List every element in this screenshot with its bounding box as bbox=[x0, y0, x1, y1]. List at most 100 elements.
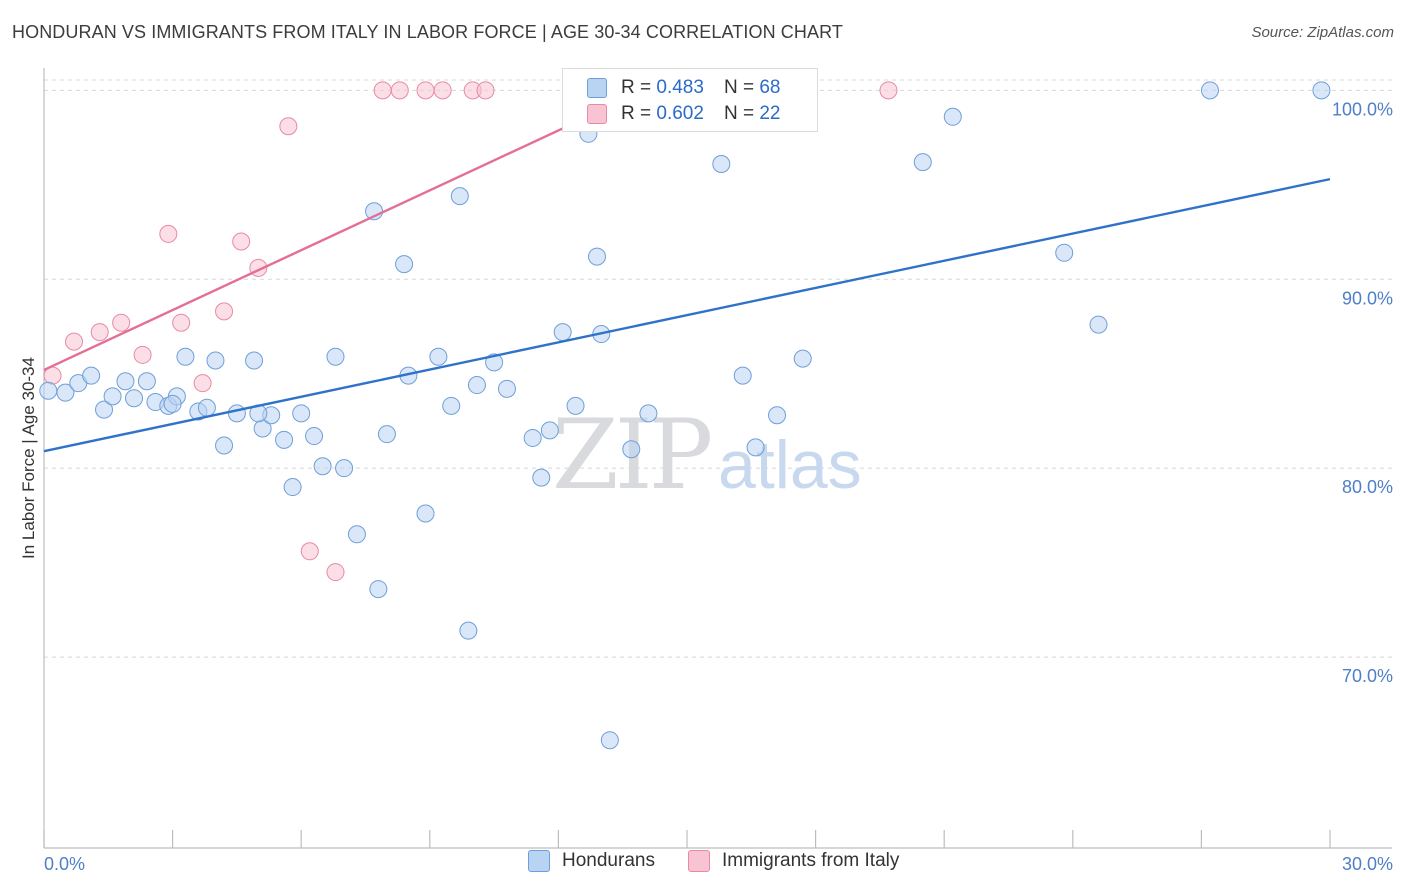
honduran-point bbox=[622, 440, 641, 459]
honduran-point bbox=[943, 107, 962, 126]
legend-r-label: R = bbox=[621, 103, 652, 124]
honduran-point bbox=[1089, 315, 1108, 334]
honduran-point bbox=[532, 468, 551, 487]
honduran-point bbox=[429, 347, 448, 366]
honduran-point bbox=[553, 323, 572, 342]
honduran-point bbox=[587, 247, 606, 266]
italy-point bbox=[476, 81, 495, 100]
series-italy-points bbox=[43, 81, 898, 582]
trend-line-hondurans bbox=[43, 177, 1331, 453]
honduran-point bbox=[459, 621, 478, 640]
legend-n-value: 22 bbox=[759, 103, 781, 124]
honduran-point bbox=[137, 372, 156, 391]
y-tick-label: 80.0% bbox=[1342, 477, 1393, 497]
legend-n-label: N = bbox=[723, 77, 755, 98]
honduran-point bbox=[245, 351, 264, 370]
italy-point bbox=[416, 81, 435, 100]
legend-r-label: R = bbox=[621, 77, 652, 98]
honduran-point bbox=[746, 438, 765, 457]
italy-point bbox=[879, 81, 898, 100]
honduran-point bbox=[369, 580, 388, 599]
y-tick-label: 100.0% bbox=[1332, 99, 1393, 119]
italy-point bbox=[133, 345, 152, 364]
honduran-point bbox=[416, 504, 435, 523]
italy-point bbox=[112, 313, 131, 332]
italy-point bbox=[433, 81, 452, 100]
honduran-point bbox=[485, 353, 504, 372]
y-tick-label: 70.0% bbox=[1342, 666, 1393, 686]
legend-swatch-italy bbox=[688, 850, 710, 872]
italy-point bbox=[65, 332, 84, 351]
honduran-point bbox=[566, 396, 585, 415]
legend-r-value: 0.483 bbox=[656, 77, 704, 98]
honduran-point bbox=[292, 404, 311, 423]
legend-n-value: 68 bbox=[759, 77, 781, 98]
source-credit: Source: ZipAtlas.com bbox=[1251, 24, 1394, 41]
y-axis-label: In Labor Force | Age 30-34 bbox=[19, 357, 38, 559]
honduran-point bbox=[1200, 81, 1219, 100]
honduran-point bbox=[283, 478, 302, 497]
honduran-point bbox=[313, 457, 332, 476]
honduran-point bbox=[215, 436, 234, 455]
honduran-point bbox=[163, 394, 182, 413]
honduran-point bbox=[540, 421, 559, 440]
honduran-point bbox=[197, 398, 216, 417]
italy-point bbox=[300, 542, 319, 561]
legend-swatch-hondurans bbox=[528, 850, 550, 872]
legend-row-hondurans: R = 0.483 N = 68 bbox=[587, 76, 780, 100]
italy-point bbox=[159, 224, 178, 243]
italy-point bbox=[326, 563, 345, 582]
series-legend: Hondurans Immigrants from Italy bbox=[0, 850, 1406, 878]
honduran-point bbox=[1312, 81, 1331, 100]
honduran-point bbox=[467, 376, 486, 395]
legend-n-label: N = bbox=[723, 103, 755, 124]
honduran-point bbox=[95, 400, 114, 419]
italy-point bbox=[373, 81, 392, 100]
honduran-point bbox=[600, 731, 619, 750]
honduran-point bbox=[347, 525, 366, 544]
italy-point bbox=[232, 232, 251, 251]
legend-label-hondurans: Hondurans bbox=[562, 850, 655, 871]
honduran-point bbox=[639, 404, 658, 423]
italy-point bbox=[193, 374, 212, 393]
italy-point bbox=[390, 81, 409, 100]
y-tick-label: 90.0% bbox=[1342, 288, 1393, 308]
legend-item-hondurans: Hondurans bbox=[528, 850, 655, 872]
legend-item-italy: Immigrants from Italy bbox=[688, 850, 899, 872]
honduran-point bbox=[206, 351, 225, 370]
legend-swatch-italy bbox=[587, 104, 607, 124]
honduran-point bbox=[450, 187, 469, 206]
legend-swatch-hondurans bbox=[587, 78, 607, 98]
honduran-point bbox=[176, 347, 195, 366]
honduran-point bbox=[56, 383, 75, 402]
honduran-point bbox=[335, 459, 354, 478]
watermark-atlas: atlas bbox=[718, 427, 862, 503]
honduran-point bbox=[39, 381, 58, 400]
x-tick-label-min: 0.0% bbox=[44, 854, 85, 874]
honduran-point bbox=[275, 430, 294, 449]
honduran-point bbox=[116, 372, 135, 391]
honduran-point bbox=[768, 406, 787, 425]
legend-row-italy: R = 0.602 N = 22 bbox=[587, 102, 780, 126]
honduran-point bbox=[523, 428, 542, 447]
honduran-point bbox=[442, 396, 461, 415]
axes bbox=[43, 68, 1392, 849]
chart-title: HONDURAN VS IMMIGRANTS FROM ITALY IN LAB… bbox=[12, 22, 843, 42]
italy-point bbox=[215, 302, 234, 321]
trend-lines bbox=[43, 85, 1331, 453]
x-tick-label-max: 30.0% bbox=[1342, 854, 1393, 874]
honduran-point bbox=[82, 366, 101, 385]
legend-r-value: 0.602 bbox=[656, 103, 704, 124]
honduran-point bbox=[793, 349, 812, 368]
honduran-point bbox=[305, 427, 324, 446]
italy-point bbox=[279, 117, 298, 136]
honduran-point bbox=[1055, 243, 1074, 262]
honduran-point bbox=[913, 153, 932, 172]
y-tick-labels: 70.0% 80.0% 90.0% 100.0% bbox=[1332, 99, 1393, 686]
honduran-point bbox=[103, 387, 122, 406]
honduran-point bbox=[125, 389, 144, 408]
legend-label-italy: Immigrants from Italy bbox=[722, 850, 900, 871]
stats-legend: R = 0.483 N = 68 R = 0.602 N = 22 bbox=[562, 68, 818, 132]
honduran-point bbox=[326, 347, 345, 366]
honduran-point bbox=[227, 404, 246, 423]
